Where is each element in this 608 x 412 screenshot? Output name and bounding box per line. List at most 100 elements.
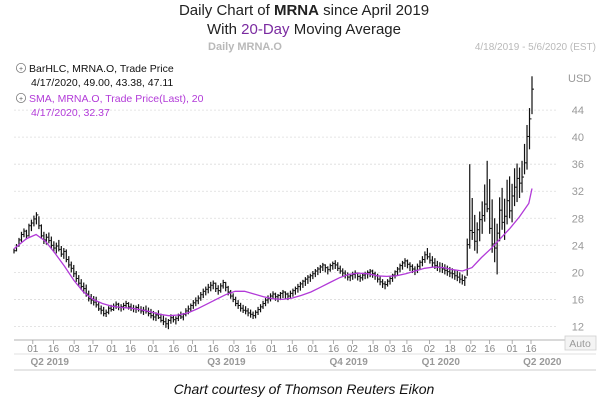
date-range: 4/18/2019 - 5/6/2020 (EST) bbox=[475, 42, 596, 53]
title-line2-pre: With bbox=[207, 21, 242, 38]
price-bar bbox=[95, 296, 99, 308]
x-tick-label: 01 bbox=[106, 344, 118, 355]
legend-bar-toggle[interactable]: + bbox=[15, 63, 26, 74]
price-bar bbox=[369, 269, 373, 278]
price-bar bbox=[317, 266, 320, 276]
auto-scale-button[interactable]: Auto bbox=[564, 335, 597, 351]
x-tick-label: 16 bbox=[328, 344, 340, 355]
price-bar bbox=[327, 266, 330, 275]
price-bar bbox=[247, 308, 251, 317]
price-bar bbox=[349, 273, 353, 282]
price-bar bbox=[13, 248, 16, 254]
y-tick-label: 40 bbox=[572, 132, 584, 144]
title-ticker: MRNA bbox=[273, 2, 319, 19]
price-bar bbox=[386, 279, 390, 287]
price-bar bbox=[322, 262, 325, 272]
period-label: Q2 2020 bbox=[523, 357, 562, 368]
price-bar bbox=[406, 259, 410, 269]
price-bar bbox=[444, 264, 447, 275]
legend-sma-toggle[interactable]: + bbox=[15, 93, 26, 104]
price-bar bbox=[90, 294, 94, 305]
price-bar bbox=[75, 271, 79, 282]
price-bar bbox=[419, 260, 422, 270]
price-bar bbox=[48, 232, 51, 244]
price-bar bbox=[424, 251, 427, 263]
price-bar bbox=[299, 281, 303, 291]
x-tick-label: 01 bbox=[148, 344, 160, 355]
legend-sma-series: SMA, MRNA.O, Trade Price(Last), 20 bbox=[29, 93, 204, 105]
price-bar bbox=[466, 238, 470, 276]
price-bar bbox=[105, 309, 109, 318]
price-bar bbox=[436, 260, 440, 272]
y-tick-label: 20 bbox=[572, 267, 584, 279]
legend-bar-series: BarHLC, MRNA.O, Trade Price bbox=[29, 63, 174, 75]
price-bar bbox=[454, 269, 457, 280]
period-label: Q2 2019 bbox=[31, 357, 70, 368]
price-bar bbox=[516, 163, 520, 203]
price-bar bbox=[267, 295, 271, 304]
price-bar bbox=[456, 271, 460, 282]
auto-scale-label: Auto bbox=[569, 338, 591, 350]
x-tick-label: 01 bbox=[187, 344, 199, 355]
price-bar bbox=[167, 319, 171, 330]
price-bar bbox=[304, 277, 308, 286]
price-bar bbox=[404, 258, 407, 267]
price-bar bbox=[496, 223, 500, 275]
price-bar bbox=[269, 293, 273, 302]
price-bar bbox=[504, 198, 507, 240]
plus-icon: + bbox=[19, 66, 23, 73]
price-bar bbox=[80, 279, 84, 290]
price-bar bbox=[347, 272, 350, 281]
price-bar bbox=[501, 187, 505, 230]
chart-name: Daily MRNA.O bbox=[208, 41, 282, 53]
y-tick-label: 44 bbox=[572, 105, 584, 117]
price-bar bbox=[249, 309, 253, 318]
price-bar bbox=[282, 289, 285, 299]
price-bar bbox=[289, 290, 293, 299]
y-tick-label: 16 bbox=[572, 294, 584, 306]
x-tick-label: 03 bbox=[384, 344, 396, 355]
price-bar bbox=[352, 271, 355, 280]
period-label: Q1 2020 bbox=[422, 357, 461, 368]
price-bar bbox=[217, 285, 221, 295]
price-bar bbox=[494, 218, 497, 263]
price-bar bbox=[93, 296, 96, 306]
price-bar bbox=[197, 295, 201, 305]
price-bar bbox=[40, 224, 44, 239]
price-bar bbox=[471, 198, 475, 240]
plus-icon: + bbox=[19, 96, 23, 103]
price-bar bbox=[230, 289, 233, 299]
price-bar bbox=[190, 303, 193, 312]
price-bar bbox=[506, 179, 510, 225]
price-bar bbox=[409, 262, 412, 272]
price-bar bbox=[277, 294, 280, 303]
price-bar bbox=[284, 291, 288, 299]
x-tick-label: 16 bbox=[125, 344, 137, 355]
price-bar bbox=[145, 305, 148, 314]
grid bbox=[14, 109, 596, 371]
title-line1-pre: Daily Chart of bbox=[178, 2, 274, 19]
y-tick-label: 24 bbox=[572, 240, 584, 252]
price-bar bbox=[122, 302, 126, 311]
price-bar bbox=[65, 249, 69, 263]
price-bar bbox=[332, 261, 335, 270]
price-bar bbox=[294, 286, 298, 295]
price-bar bbox=[225, 281, 228, 292]
price-bar bbox=[319, 264, 323, 274]
price-bar bbox=[337, 262, 340, 272]
price-bar bbox=[192, 300, 196, 309]
price-bar bbox=[491, 199, 495, 253]
price-bar bbox=[222, 279, 226, 289]
price-bar bbox=[389, 276, 393, 285]
x-tick-label: 02 bbox=[465, 344, 477, 355]
price-bar bbox=[242, 304, 246, 313]
price-bar bbox=[70, 261, 74, 273]
price-bar bbox=[60, 246, 64, 257]
price-bar bbox=[518, 167, 522, 198]
price-bar bbox=[484, 184, 487, 222]
chart-caption: Chart courtesy of Thomson Reuters Eikon bbox=[173, 381, 435, 397]
price-bar bbox=[421, 256, 425, 267]
y-tick-label: 12 bbox=[572, 321, 584, 333]
price-bar bbox=[354, 270, 358, 279]
